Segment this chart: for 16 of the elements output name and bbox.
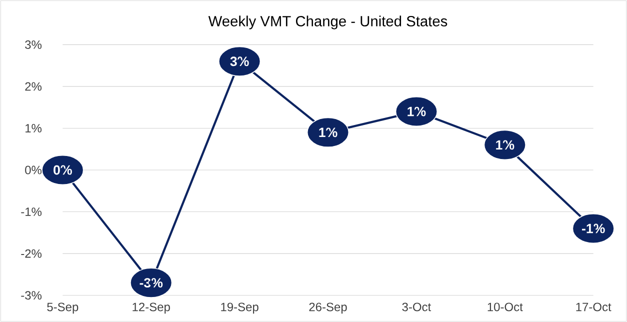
- y-tick-label: 3%: [25, 40, 42, 49]
- y-tick-label: 2%: [25, 82, 42, 91]
- chart-title: Weekly VMT Change - United States: [208, 16, 448, 30]
- x-tick-label: 19-Sep: [221, 302, 258, 314]
- x-tick-label: 10-Oct: [488, 302, 523, 312]
- x-tick-label: 3-Oct: [402, 302, 432, 312]
- y-tick-label: -1%: [21, 208, 42, 216]
- y-tick-label: -3%: [21, 291, 42, 300]
- y-tick-label: 0%: [25, 166, 42, 174]
- y-tick-label: -2%: [21, 249, 42, 258]
- x-tick-label: 5-Sep: [47, 302, 78, 314]
- y-tick-label: 1%: [26, 124, 42, 132]
- x-tick-label: 17-Oct: [576, 302, 612, 312]
- x-tick-label: 26-Sep: [309, 302, 347, 314]
- x-tick-label: 12-Sep: [132, 302, 170, 314]
- data-label: -1%: [582, 224, 605, 234]
